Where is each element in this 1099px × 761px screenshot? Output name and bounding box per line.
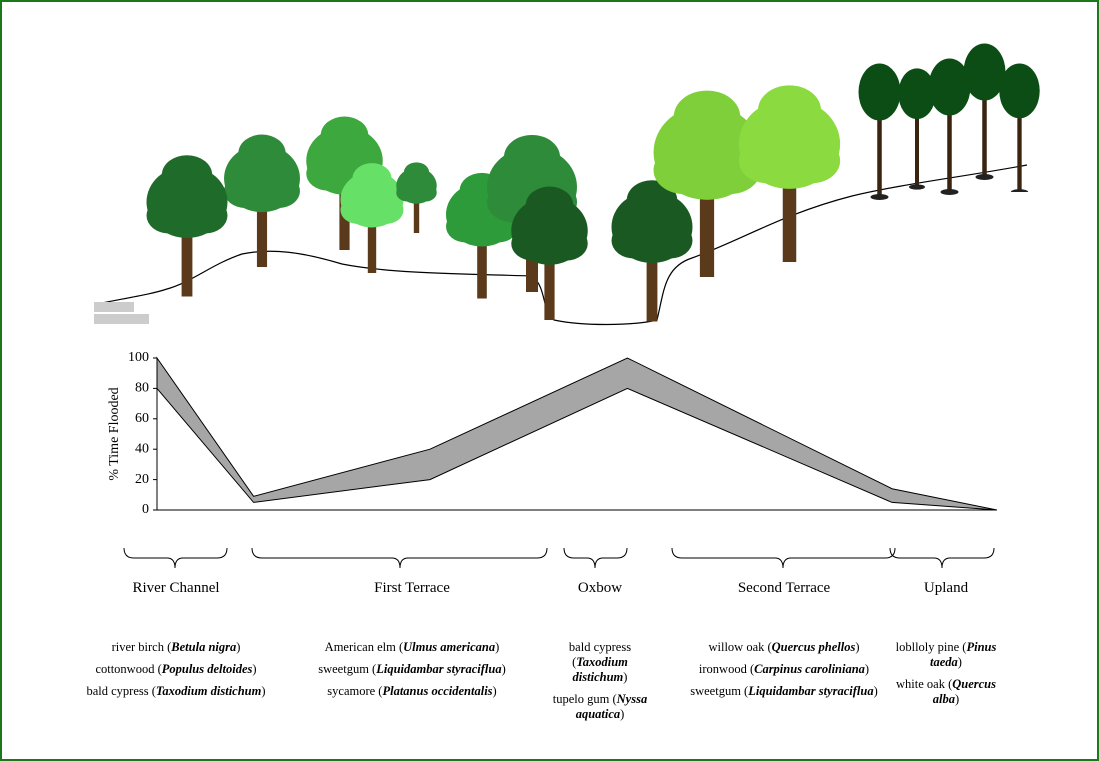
common-name: ) <box>236 640 240 654</box>
common-name: ) <box>502 662 506 676</box>
species-item: bald cypress (Taxodium distichum) <box>550 640 650 685</box>
scientific-name: Taxodium distichum <box>573 655 628 684</box>
zone-label: Upland <box>846 580 1046 597</box>
scientific-name: Liquidambar styraciflua <box>748 684 873 698</box>
species-item: white oak (Quercus alba) <box>891 677 1001 707</box>
common-name: loblloly pine ( <box>896 640 967 654</box>
common-name: ) <box>261 684 265 698</box>
scientific-name: Ulmus americana <box>403 640 495 654</box>
common-name: white oak ( <box>896 677 952 691</box>
common-name: sweetgum ( <box>318 662 376 676</box>
common-name: ) <box>252 662 256 676</box>
band-area <box>157 358 997 510</box>
species-item: tupelo gum (Nyssa aquatica) <box>550 692 650 722</box>
species-list: loblloly pine (Pinus taeda) white oak (Qu… <box>891 640 1001 714</box>
common-name: ) <box>855 640 859 654</box>
scientific-name: Carpinus caroliniana <box>754 662 865 676</box>
species-item: sycamore (Platanus occidentalis) <box>287 684 537 699</box>
common-name: bald cypress ( <box>86 684 155 698</box>
common-name: ) <box>620 707 624 721</box>
species-item: loblloly pine (Pinus taeda) <box>891 640 1001 670</box>
y-tick-label: 80 <box>135 381 149 396</box>
diagram: 0 20 40 60 80 100 % Time Flooded River Channel… <box>0 0 1099 761</box>
scientific-name: Taxodium distichum <box>156 684 261 698</box>
common-name: ) <box>493 684 497 698</box>
species-item: bald cypress (Taxodium distichum) <box>71 684 281 699</box>
y-tick-label: 60 <box>135 411 149 426</box>
species-item: sweetgum (Liquidambar styraciflua) <box>679 684 889 699</box>
y-tick-label: 0 <box>142 502 149 517</box>
zone-label: River Channel <box>76 580 276 597</box>
y-tick-label: 40 <box>135 441 149 456</box>
scientific-name: Liquidambar styraciflua <box>376 662 501 676</box>
species-list: willow oak (Quercus phellos)ironwood (Ca… <box>679 640 889 706</box>
species-list: river birch (Betula nigra)cottonwood (Po… <box>71 640 281 706</box>
species-item: cottonwood (Populus deltoides) <box>71 662 281 677</box>
brackets <box>124 548 994 568</box>
species-item: ironwood (Carpinus caroliniana) <box>679 662 889 677</box>
zone-label: Oxbow <box>500 580 700 597</box>
chart: 0 20 40 60 80 100 % Time Flooded <box>107 350 997 517</box>
common-name: sycamore ( <box>327 684 382 698</box>
scientific-name: Quercus phellos <box>772 640 856 654</box>
scientific-name: Populus deltoides <box>162 662 253 676</box>
common-name: ) <box>955 692 959 706</box>
common-name: ) <box>865 662 869 676</box>
species-item: river birch (Betula nigra) <box>71 640 281 655</box>
y-tick-label: 100 <box>128 350 149 365</box>
common-name: river birch ( <box>112 640 172 654</box>
common-name: ) <box>874 684 878 698</box>
common-name: ) <box>958 655 962 669</box>
species-item: willow oak (Quercus phellos) <box>679 640 889 655</box>
species-item: sweetgum (Liquidambar styraciflua) <box>287 662 537 677</box>
y-axis-label: % Time Flooded <box>107 387 122 480</box>
common-name: American elm ( <box>325 640 403 654</box>
scientific-name: Platanus occidentalis <box>382 684 492 698</box>
common-name: tupelo gum ( <box>553 692 617 706</box>
common-name: ) <box>495 640 499 654</box>
scientific-name: Betula nigra <box>171 640 236 654</box>
zone-label: First Terrace <box>312 580 512 597</box>
common-name: ) <box>623 670 627 684</box>
common-name: cottonwood ( <box>95 662 161 676</box>
species-list: bald cypress (Taxodium distichum) tupelo … <box>550 640 650 729</box>
species-item: American elm (Ulmus americana) <box>287 640 537 655</box>
common-name: willow oak ( <box>708 640 771 654</box>
common-name: sweetgum ( <box>690 684 748 698</box>
y-tick-label: 20 <box>135 472 149 487</box>
common-name: ironwood ( <box>699 662 754 676</box>
species-list: American elm (Ulmus americana)sweetgum (… <box>287 640 537 706</box>
